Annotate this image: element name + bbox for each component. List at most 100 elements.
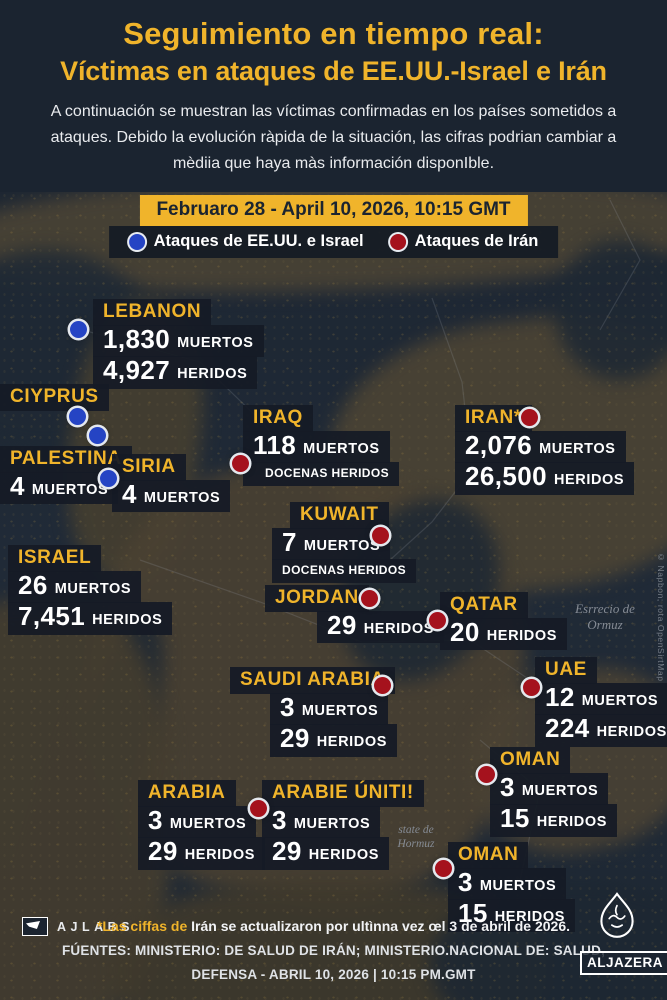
country-block-palestina: PALESTINA 4 MUERTOS [0, 446, 132, 505]
casualty-unit: HERIDOS [316, 734, 387, 751]
country-name: IRAQ [243, 405, 313, 432]
country-block-iraq: IRAQ 118 MUERTOS DOCENAS HERIDOS [243, 405, 400, 487]
blue-attack-dot-cyprus-a [69, 408, 86, 425]
country-name: KUWAIT [290, 502, 389, 529]
casualty-unit: MUERTOS [303, 537, 381, 554]
casualty-row: 118 MUERTOS [243, 429, 390, 464]
country-name: SAUDI ARABIA [230, 667, 395, 694]
casualty-value: 15 [458, 898, 488, 929]
casualty-rows: 3 MUERTOS 29 HERIDOS [270, 692, 397, 757]
country-name: IRAN* [455, 405, 532, 432]
intro-text: A continuación se muestran las víctimas … [50, 103, 617, 172]
footnote: *Las ciffas de Irán se actualizaron por … [0, 918, 667, 934]
casualty-rows: 3 MUERTOS 15 HERIDOS [448, 867, 575, 932]
red-attack-dot-oman-1 [478, 766, 495, 783]
casualty-rows: 1,830 MUERTOS 4,927 HERIDOS [93, 324, 264, 389]
casualty-rows: 29 HERIDOS [317, 609, 444, 644]
casualty-unit: MUERTOS [143, 489, 221, 506]
casualty-row: 7,451 HERIDOS [8, 602, 173, 635]
casualty-row: 29 HERIDOS [138, 836, 265, 870]
casualty-value: 3 [500, 771, 515, 802]
casualty-row: 29 HERIDOS [270, 723, 397, 757]
casualty-unit: HERIDOS [596, 724, 667, 741]
country-block-israel: ISRAEL 26 MUERTOS 7,451 HERIDOS [8, 545, 173, 635]
date-range-banner: Februaro 28 - April 10, 2026, 10:15 GMT [139, 195, 528, 226]
footnote-highlight: *Las ciffas de [96, 918, 188, 934]
casualty-value: 29 [327, 609, 357, 640]
casualty-value: 224 [545, 713, 590, 744]
casualty-row: 20 HERIDOS [440, 617, 567, 651]
country-block-saudi: SAUDI ARABIA 3 MUERTOS 29 HERIDOS [230, 667, 397, 757]
casualty-row: 2,076 MUERTOS [455, 429, 626, 464]
country-block-uae: UAE 12 MUERTOS 224 HERIDOS [535, 657, 667, 747]
sources-line-2: DEFENSA - ABRIL 10, 2026 | 10:15 PM.GMT [191, 967, 476, 982]
country-name: LEBANON [93, 299, 212, 326]
casualty-row: 3 MUERTOS [490, 771, 609, 806]
casualty-row: 3 MUERTOS [270, 692, 389, 726]
casualty-unit: DOCENAS HERIDOS [282, 563, 407, 578]
casualty-value: 15 [500, 803, 530, 834]
casualty-value: 4 [122, 478, 137, 509]
casualty-value: 29 [280, 723, 310, 754]
red-attack-dot-saudi [374, 677, 391, 694]
country-block-arabia: ARABIA 3 MUERTOS 29 HERIDOS [138, 780, 265, 870]
casualty-unit: MUERTOS [54, 580, 132, 597]
casualty-value: 4 [10, 470, 25, 501]
red-attack-dot-arabie [250, 800, 267, 817]
casualty-unit: HERIDOS [553, 472, 625, 489]
casualty-rows: 3 MUERTOS 29 HERIDOS [262, 804, 424, 870]
casualty-row: 224 HERIDOS [535, 713, 667, 747]
country-name: ISRAEL [8, 545, 102, 572]
casualty-value: 29 [148, 836, 178, 867]
casualty-rows: 7 MUERTOS DOCENAS HERIDOS [272, 527, 417, 584]
sea-caspian [555, 240, 667, 380]
casualty-value: 2,076 [465, 429, 533, 460]
casualty-row: 15 HERIDOS [490, 803, 617, 837]
country-block-siria: SIRIA 4 MUERTOS [112, 454, 231, 513]
red-attack-dot-oman-2 [435, 860, 452, 877]
country-block-kuwait: KUWAIT 7 MUERTOS DOCENAS HERIDOS [272, 502, 417, 584]
legend-label: Ataques de Irán [414, 232, 539, 250]
page-title-line2: Víctimas en ataques de EE.UU.-Israel e I… [60, 56, 607, 86]
casualty-rows: 118 MUERTOS DOCENAS HERIDOS [243, 429, 400, 487]
ajlabs-label: AJLABS [57, 919, 135, 934]
legend: Ataques de EE.UU. e Israel Ataques de Ir… [108, 226, 559, 258]
casualty-row: 4,927 HERIDOS [93, 356, 258, 389]
blue-dot-icon [128, 233, 145, 250]
country-name: UAE [535, 657, 597, 684]
casualty-value: 26,500 [465, 461, 547, 492]
footer: AJLABS *Las ciffas de Irán se actualizar… [0, 890, 667, 1000]
casualty-unit: HERIDOS [536, 814, 607, 831]
casualty-value: 118 [253, 429, 297, 460]
aljazeera-calligraphy-icon [600, 892, 634, 938]
legend-label: Ataques de EE.UU. e Israel [153, 232, 364, 250]
casualty-unit: MUERTOS [581, 692, 659, 709]
map-attribution: © Napbon; rota OpenSirtMap [656, 552, 666, 682]
country-block-oman-1: OMAN 3 MUERTOS 15 HERIDOS [490, 747, 617, 837]
casualty-unit: MUERTOS [177, 334, 254, 351]
casualty-row: 29 HERIDOS [317, 609, 444, 644]
casualty-value: 29 [272, 836, 302, 867]
casualty-unit: MUERTOS [293, 815, 371, 832]
casualty-unit: HERIDOS [177, 366, 248, 383]
red-attack-dot-iraq [232, 455, 249, 472]
casualty-rows: 4 MUERTOS [112, 478, 231, 513]
casualty-value: 3 [272, 804, 287, 835]
legend-item-us-israel: Ataques de EE.UU. e Israel [128, 232, 364, 251]
casualty-row: 12 MUERTOS [535, 682, 667, 716]
country-block-lebanon: LEBANON 1,830 MUERTOS 4,927 HERIDOS [93, 299, 264, 389]
red-attack-dot-jordan [361, 590, 378, 607]
country-block-iran: IRAN* 2,076 MUERTOS 26,500 HERIDOS [455, 405, 635, 495]
geo-label-strait-of-hormuz: Esrrecio de Ormuz [575, 601, 635, 633]
country-name: PALESTINA [0, 446, 132, 473]
casualty-row: 26 MUERTOS [8, 570, 142, 604]
casualty-row: DOCENAS HERIDOS [243, 462, 400, 487]
red-attack-dot-kuwait [372, 527, 389, 544]
casualty-unit: HERIDOS [363, 620, 434, 637]
casualty-value: 3 [148, 804, 163, 835]
casualty-rows: 3 MUERTOS 29 HERIDOS [138, 804, 265, 870]
red-dot-icon [389, 233, 406, 250]
casualty-row: 3 MUERTOS [138, 804, 257, 839]
casualty-row: 3 MUERTOS [448, 867, 567, 901]
casualty-unit: MUERTOS [31, 481, 109, 498]
